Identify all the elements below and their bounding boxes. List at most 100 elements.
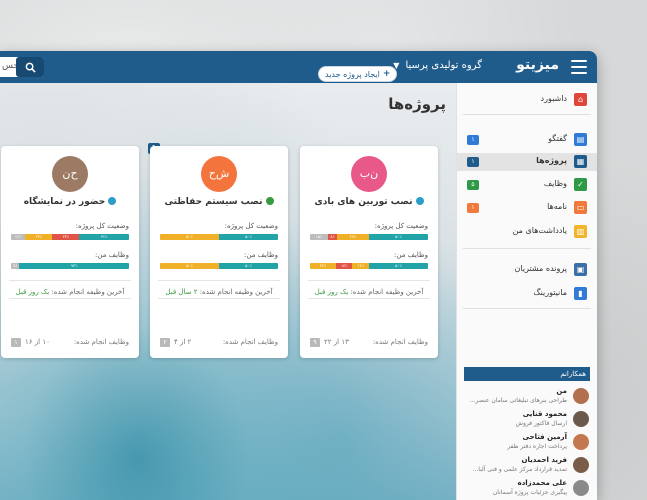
sidebar-item[interactable]: ▦ پروژه‌ها ۱ bbox=[457, 153, 597, 171]
last-task-prefix: آخرین وظیفه انجام شده: bbox=[348, 288, 424, 296]
card-footer: وظایف انجام شده: ۱۰ از ۱۶ ۱ bbox=[11, 338, 129, 348]
completed-tasks-count: ۱۳ از ۲۲ bbox=[324, 338, 349, 346]
team-header: همکارانم bbox=[464, 367, 590, 381]
card-footer: وظایف انجام شده: ۲ از ۴ ۲ bbox=[160, 338, 278, 348]
last-task-prefix: آخرین وظیفه انجام شده: bbox=[197, 288, 273, 296]
project-card[interactable]: ن‌ب نصب توربین های بادی وضعیت کل پروژه: ۱۵٪… bbox=[300, 146, 438, 358]
member-task: ارسال فاکتور فروش bbox=[515, 420, 567, 427]
sidebar-item-label: یادداشت‌های من bbox=[512, 226, 567, 235]
progress-segment: ۷٪ bbox=[11, 263, 20, 269]
sidebar-item[interactable]: ▣ پرونده مشتریان bbox=[457, 261, 597, 279]
card-footer: وظایف انجام شده: ۱۳ از ۲۲ ۹ bbox=[310, 338, 428, 348]
footer-chip: ۲ bbox=[160, 338, 170, 347]
team-member[interactable]: علی محمدزاده پیگیری جزئیات پروژه آسمانان bbox=[463, 478, 591, 500]
project-card[interactable]: ح‌ن حضور در نمایشگاه وضعیت کل پروژه: ۱۲٪ ۲۳٪… bbox=[1, 146, 139, 358]
customers-icon: ▣ bbox=[574, 263, 587, 276]
my-tasks-progress-bar: ۷٪ ۹۳٪ bbox=[11, 263, 129, 269]
progress-segment: ۱۵٪ bbox=[310, 234, 328, 240]
footer-chip: ۱ bbox=[11, 338, 21, 347]
tasks-icon: ✓ bbox=[574, 178, 587, 191]
progress-segment: ۸٪ bbox=[327, 234, 338, 240]
progress-segment: ۱۴٪ bbox=[335, 263, 353, 269]
overall-status-label: وضعیت کل پروژه: bbox=[374, 222, 428, 230]
progress-segment: ۵۰٪ bbox=[368, 263, 428, 269]
sidebar-item-label: پرونده مشتریان bbox=[514, 264, 567, 273]
progress-segment: ۲۲٪ bbox=[310, 263, 336, 269]
completed-tasks-count: ۲ از ۴ bbox=[174, 338, 192, 346]
member-avatar bbox=[573, 480, 589, 496]
card-divider bbox=[308, 298, 430, 299]
my-tasks-progress-bar: ۵۰٪ ۵۰٪ bbox=[160, 263, 278, 269]
sidebar-item-label: نامه‌ها bbox=[547, 202, 567, 211]
app-brand: میزیتو bbox=[516, 57, 559, 73]
my-tasks-progress-bar: ۲۲٪ ۱۴٪ ۱۴٪ ۵۰٪ bbox=[310, 263, 428, 269]
status-dot-icon bbox=[265, 197, 274, 205]
sidebar-item[interactable]: ▤ گفتگو ۱ bbox=[457, 131, 597, 149]
team-member[interactable]: محمود قنایی ارسال فاکتور فروش bbox=[463, 409, 591, 431]
sidebar-item[interactable]: ⌂ داشبورد bbox=[457, 91, 597, 109]
member-task: پرداخت اجاره دفتر ظفر bbox=[507, 443, 567, 450]
project-name: نصب توربین های بادی bbox=[300, 197, 438, 207]
card-divider bbox=[9, 280, 131, 281]
status-dot-icon bbox=[415, 197, 424, 205]
progress-segment: ۲۳٪ bbox=[25, 234, 53, 240]
sidebar-item-label: پروژه‌ها bbox=[536, 156, 567, 165]
project-name-text: حضور در نمایشگاه bbox=[23, 197, 106, 207]
sidebar: ⌂ داشبورد ▤ گفتگو ۱ ▦ پروژه‌ها ۱ ✓ وظایف ۵ ▭ نامه‌ها… bbox=[456, 83, 597, 500]
sidebar-item-badge: ۱ bbox=[467, 135, 479, 145]
completed-tasks-label: وظایف انجام شده: bbox=[372, 338, 428, 346]
sidebar-item[interactable]: ▮ مانیتورینگ bbox=[457, 285, 597, 303]
project-name-text: نصب توربین های بادی bbox=[314, 197, 413, 207]
member-avatar bbox=[573, 388, 589, 404]
member-name: محمود قنایی bbox=[522, 410, 567, 418]
sidebar-item[interactable]: ▭ نامه‌ها ۱ bbox=[457, 199, 597, 217]
company-selector[interactable]: ▼ گروه تولیدی پرسیا bbox=[393, 60, 482, 71]
last-task-text: آخرین وظیفه انجام شده: ۲ سال قبل bbox=[160, 288, 278, 296]
status-dot-icon bbox=[108, 197, 117, 205]
monitoring-icon: ▮ bbox=[574, 287, 587, 300]
overall-status-label: وضعیت کل پروژه: bbox=[75, 222, 129, 230]
card-divider bbox=[158, 298, 280, 299]
sidebar-item-badge: ۵ bbox=[467, 180, 479, 190]
project-card[interactable]: ش‌ح نصب سیستم حفاظتی وضعیت کل پروژه: ۵۰٪ ۵۰٪… bbox=[150, 146, 288, 358]
overall-progress-bar: ۱۵٪ ۸٪ ۲۷٪ ۵۰٪ bbox=[310, 234, 428, 240]
member-name: آرمین فتاحی bbox=[522, 433, 567, 441]
my-tasks-label: وظایف من: bbox=[95, 251, 129, 259]
progress-segment: ۵۰٪ bbox=[160, 234, 219, 240]
card-divider bbox=[158, 280, 280, 281]
sidebar-item-label: وظایف bbox=[543, 179, 567, 188]
project-avatar: ن‌ب bbox=[351, 156, 387, 192]
completed-tasks-count: ۱۰ از ۱۶ bbox=[25, 338, 50, 346]
progress-segment: ۵۰٪ bbox=[219, 234, 278, 240]
sidebar-item-label: داشبورد bbox=[540, 94, 567, 103]
projects-icon: ▦ bbox=[574, 155, 587, 168]
sidebar-item-badge: ۱ bbox=[467, 203, 479, 213]
letters-icon: ▭ bbox=[574, 201, 587, 214]
sidebar-divider bbox=[463, 308, 591, 309]
menu-icon[interactable] bbox=[571, 60, 587, 74]
project-name: حضور در نمایشگاه bbox=[1, 197, 139, 207]
sidebar-item[interactable]: ▥ یادداشت‌های من bbox=[457, 223, 597, 241]
member-name: فرید احمدیان bbox=[521, 456, 567, 464]
progress-segment: ۵۰٪ bbox=[160, 263, 219, 269]
search-button[interactable] bbox=[16, 57, 44, 77]
my-tasks-label: وظایف من: bbox=[394, 251, 428, 259]
project-avatar: ش‌ح bbox=[201, 156, 237, 192]
progress-segment: ۵۰٪ bbox=[219, 263, 278, 269]
chat-icon: ▤ bbox=[574, 133, 587, 146]
last-task-time: یک روز قبل bbox=[314, 288, 349, 296]
team-member[interactable]: آرمین فتاحی پرداخت اجاره دفتر ظفر bbox=[463, 432, 591, 454]
new-project-label: ایجاد پروژه جدید bbox=[325, 69, 380, 79]
team-member[interactable]: من طراحی بنرهای تبلیغاتی سامان عنصر... bbox=[463, 386, 591, 408]
sidebar-divider bbox=[463, 248, 591, 249]
new-project-button[interactable]: ایجاد پروژه جدید + bbox=[318, 66, 398, 82]
card-divider bbox=[9, 298, 131, 299]
sidebar-item-label: مانیتورینگ bbox=[533, 288, 567, 297]
team-member[interactable]: فرید احمدیان تمدید قرارداد مرکز علمی و فن… bbox=[463, 455, 591, 477]
my-tasks-label: وظایف من: bbox=[244, 251, 278, 259]
plus-icon: + bbox=[382, 69, 391, 79]
sidebar-item-label: گفتگو bbox=[548, 134, 567, 143]
sidebar-item[interactable]: ✓ وظایف ۵ bbox=[457, 176, 597, 194]
member-task: پیگیری جزئیات پروژه آسمانان bbox=[492, 489, 567, 496]
member-avatar bbox=[573, 411, 589, 427]
